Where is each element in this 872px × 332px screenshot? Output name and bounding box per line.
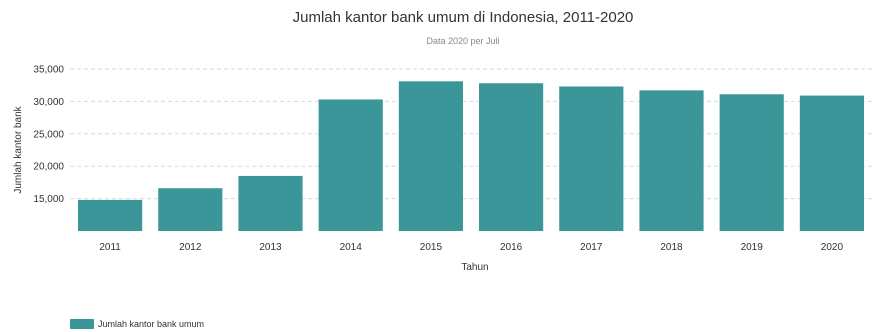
chart-subtitle: Data 2020 per Juli bbox=[426, 36, 499, 46]
y-tick-label: 25,000 bbox=[33, 129, 64, 140]
bar-2011[interactable] bbox=[78, 199, 143, 231]
y-tick-label: 15,000 bbox=[33, 194, 64, 205]
bar-2017[interactable] bbox=[559, 86, 624, 231]
x-tick-label: 2018 bbox=[660, 242, 683, 253]
x-tick-layer: 2011 2012 2013 2014 2015 2016 2017 2018 2019 2020 bbox=[99, 242, 843, 253]
x-tick-label: 2014 bbox=[340, 242, 363, 253]
bar-2018[interactable] bbox=[639, 90, 704, 231]
bar-2015[interactable] bbox=[398, 81, 463, 231]
legend: Jumlah kantor bank umum bbox=[70, 319, 204, 329]
bar-2020[interactable] bbox=[799, 95, 864, 232]
bar-2014[interactable] bbox=[318, 99, 383, 232]
y-tick-label: 35,000 bbox=[33, 65, 64, 76]
x-axis-title: Tahun bbox=[461, 262, 488, 273]
bar-layer bbox=[78, 81, 864, 232]
bar-2013[interactable] bbox=[238, 175, 303, 231]
x-tick-label: 2015 bbox=[420, 242, 443, 253]
legend-swatch bbox=[70, 319, 94, 329]
x-tick-label: 2020 bbox=[821, 242, 844, 253]
x-tick-label: 2011 bbox=[99, 242, 121, 253]
legend-label: Jumlah kantor bank umum bbox=[98, 319, 204, 329]
bar-2019[interactable] bbox=[719, 94, 784, 231]
x-tick-label: 2012 bbox=[179, 242, 202, 253]
y-tick-label: 30,000 bbox=[33, 97, 64, 108]
x-tick-label: 2016 bbox=[500, 242, 523, 253]
y-axis-title: Jumlah kantor bank bbox=[13, 105, 24, 193]
x-tick-label: 2013 bbox=[259, 242, 282, 253]
x-tick-label: 2019 bbox=[741, 242, 764, 253]
chart-title: Jumlah kantor bank umum di Indonesia, 20… bbox=[293, 9, 634, 26]
bar-2016[interactable] bbox=[479, 83, 544, 231]
y-tick-label: 20,000 bbox=[33, 162, 64, 173]
bar-2012[interactable] bbox=[158, 188, 223, 231]
x-tick-label: 2017 bbox=[580, 242, 603, 253]
